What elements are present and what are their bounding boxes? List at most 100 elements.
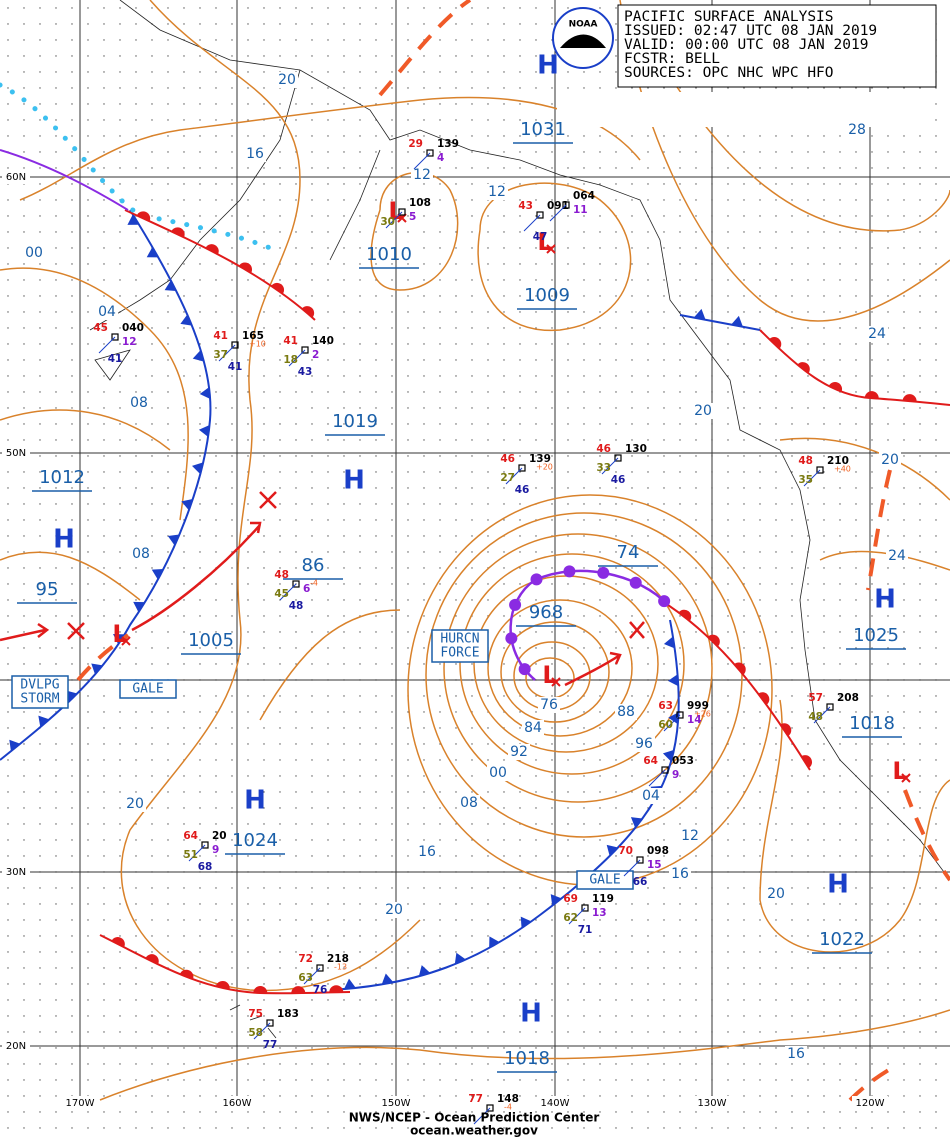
cold-front-pip [343, 978, 356, 990]
warm-front-pip [171, 227, 185, 238]
station-marker [231, 341, 239, 349]
isobar-label: 16 [246, 146, 264, 162]
high-center: H [874, 585, 896, 615]
cold-front-pip [550, 894, 562, 906]
low-x [546, 244, 556, 254]
geo-label-bg [2, 1039, 30, 1053]
isobar-label: 16 [671, 866, 689, 882]
station-dewpoint: 30 [380, 216, 395, 228]
station-pressure: 108 [409, 197, 431, 209]
station-tendency: +26 [694, 710, 711, 719]
station-temp: 63 [658, 700, 673, 712]
station-tendency: +10 [249, 340, 266, 349]
station-temp: 45 [93, 322, 108, 334]
cold-front-pip [192, 350, 205, 362]
station-tendency: +40 [834, 465, 851, 474]
station-temp: 77 [468, 1093, 483, 1105]
cold-front-pip [693, 308, 706, 320]
warning-box [431, 629, 489, 663]
isobar-label-bg [276, 72, 298, 88]
fronts [0, 0, 950, 1102]
warm-front-pip [902, 394, 917, 402]
cold-front-pip [9, 739, 21, 752]
pressure-label: 1031 [520, 119, 566, 140]
isobar-label: 96 [635, 736, 653, 752]
geo-label-bg [219, 1096, 255, 1110]
station-pressure: 098 [647, 845, 669, 857]
isobar-label-bg [538, 697, 560, 713]
station-tendency: -4 [504, 1103, 512, 1112]
station-temp: 46 [500, 453, 515, 465]
warning-label: STORM [20, 692, 59, 707]
pressure-label: 1025 [853, 625, 899, 646]
station-marker [301, 346, 309, 354]
cold-front-pip [167, 534, 180, 546]
wind-barb [601, 457, 619, 475]
isobar-label-bg [886, 548, 908, 564]
isobar-label: 04 [642, 788, 660, 804]
header-box [617, 4, 937, 88]
station-temp: 41 [213, 330, 228, 342]
isobar-label-bg [486, 184, 508, 200]
station-sea-temp: 47 [533, 231, 548, 243]
isobar-label-bg [128, 395, 150, 411]
warm-front-pip [301, 306, 315, 318]
station-extra: 13 [592, 907, 607, 919]
station-marker [816, 466, 824, 474]
wind-barb [549, 204, 567, 222]
isobar-label-bg [765, 886, 787, 902]
station-sea-temp: 46 [515, 484, 530, 496]
pressure-label: 968 [529, 602, 563, 623]
geo-label-bg [852, 1096, 888, 1110]
coastlines [89, 0, 950, 1039]
station-temp: 57 [808, 692, 823, 704]
geo-label-bg [2, 170, 30, 184]
latitude-label: 30N [6, 867, 26, 878]
warning-box [576, 870, 634, 890]
station-extra: 11 [573, 204, 588, 216]
pressure-label: 1010 [366, 244, 412, 265]
isobar-label-bg [846, 122, 868, 138]
cold-front-pip [454, 952, 466, 965]
wind-barb [188, 844, 206, 862]
station-sea-temp: 77 [263, 1039, 278, 1051]
warm-front-pip [828, 382, 843, 392]
station-sea-temp: 43 [298, 366, 313, 378]
station-dewpoint: 51 [183, 849, 198, 861]
isobar-label-bg [130, 546, 152, 562]
warning-label: DVLPG [20, 678, 59, 693]
station-tendency: -13 [334, 963, 347, 972]
wind-barb [803, 469, 821, 487]
wind-barb [473, 1107, 491, 1125]
station-marker [426, 149, 434, 157]
station-marker [398, 208, 406, 216]
header-line: SOURCES: OPC NHC WPC HFO [624, 65, 834, 81]
warning-label: HURCN [440, 632, 479, 647]
isobar-label-bg [879, 452, 901, 468]
station-temp: 46 [596, 443, 611, 455]
warm-front-pip [329, 985, 344, 993]
warning-box [119, 679, 177, 699]
station-marker [661, 766, 669, 774]
cold-front-pip [520, 916, 532, 929]
noaa-logo-gull [560, 34, 606, 48]
station-marker [581, 904, 589, 912]
station-temp: 72 [298, 953, 313, 965]
isobar-label-bg [785, 1046, 807, 1062]
footer-line: ocean.weather.gov [410, 1124, 538, 1138]
station-marker [676, 711, 684, 719]
isobar-label: 20 [278, 72, 296, 88]
isobar-label: 08 [130, 395, 148, 411]
warm-front-pip [780, 723, 792, 737]
low-center: L [537, 228, 552, 256]
station-marker [111, 333, 119, 341]
station-pressure: 139 [529, 453, 551, 465]
pressure-label: 1018 [504, 1048, 550, 1069]
warning-label: GALE [589, 873, 620, 888]
cold-front-pip [668, 674, 679, 687]
warm-front-pip [678, 609, 692, 621]
isobar-label-bg [508, 744, 530, 760]
station-sea-temp: 46 [611, 474, 626, 486]
occluded-front-pip [658, 595, 671, 608]
station-marker [486, 1104, 494, 1112]
